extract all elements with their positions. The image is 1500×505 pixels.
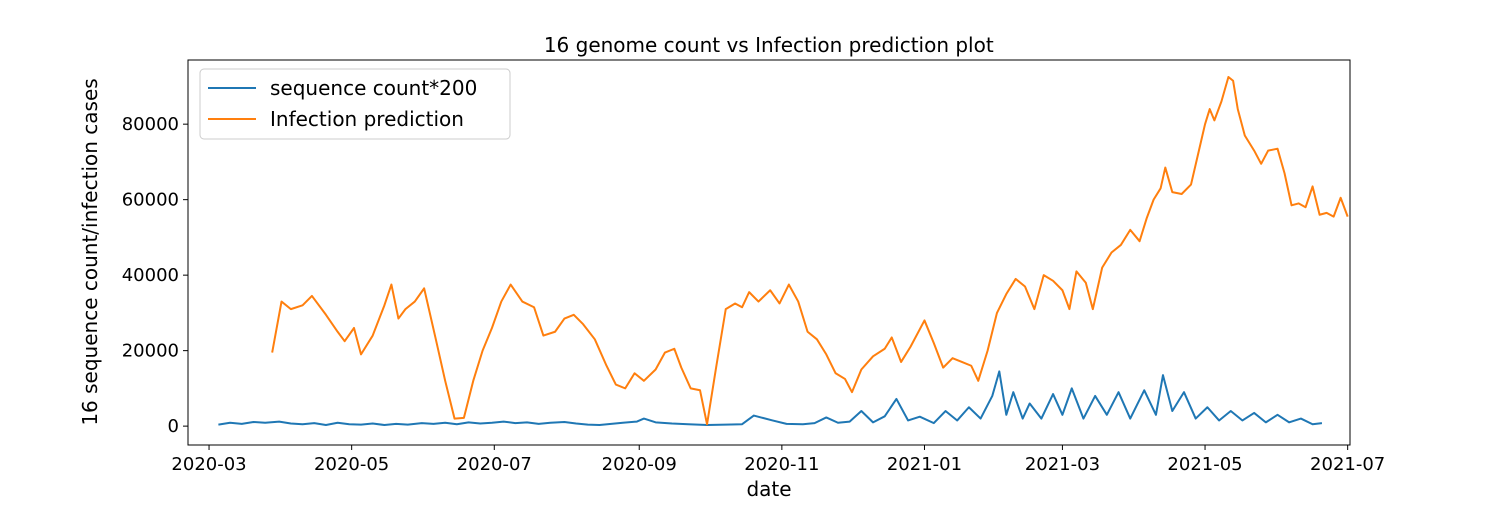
x-tick-label: 2021-01 bbox=[887, 454, 962, 475]
y-tick-label: 0 bbox=[168, 416, 179, 437]
x-tick-label: 2020-03 bbox=[171, 454, 246, 475]
legend-frame bbox=[199, 68, 511, 140]
y-axis: 0 20000 40000 60000 80000 bbox=[122, 114, 188, 437]
series-line-0 bbox=[218, 370, 1323, 426]
y-tick-label: 80000 bbox=[122, 114, 179, 135]
y-tick-label: 40000 bbox=[122, 265, 179, 286]
series-line-1 bbox=[271, 75, 1349, 426]
x-tick-label: 2021-07 bbox=[1310, 454, 1385, 475]
y-tick-label: 60000 bbox=[122, 190, 179, 211]
x-tick-label: 2020-11 bbox=[744, 454, 819, 475]
x-tick-label: 2020-07 bbox=[457, 454, 532, 475]
lines-layer bbox=[218, 75, 1349, 426]
plot-frame bbox=[187, 59, 1351, 446]
x-tick-label: 2021-03 bbox=[1025, 454, 1100, 475]
y-tick-label: 20000 bbox=[122, 341, 179, 362]
legend-label-sequence-count: sequence count*200 bbox=[270, 76, 477, 100]
x-axis-label: date bbox=[746, 477, 791, 500]
x-tick-label: 2020-09 bbox=[602, 454, 677, 475]
y-axis-label: 16 sequence count/infection cases bbox=[78, 78, 102, 425]
legend-label-infection-prediction: Infection prediction bbox=[270, 107, 464, 131]
x-tick-label: 2021-05 bbox=[1167, 454, 1242, 475]
x-axis: 2020-03 2020-05 2020-07 2020-09 2020-11 2021-… bbox=[171, 445, 1385, 475]
chart-title: 16 genome count vs Infection prediction … bbox=[544, 33, 994, 57]
x-tick-label: 2020-05 bbox=[314, 454, 389, 475]
legend: sequence count*200 Infection prediction bbox=[199, 68, 511, 140]
